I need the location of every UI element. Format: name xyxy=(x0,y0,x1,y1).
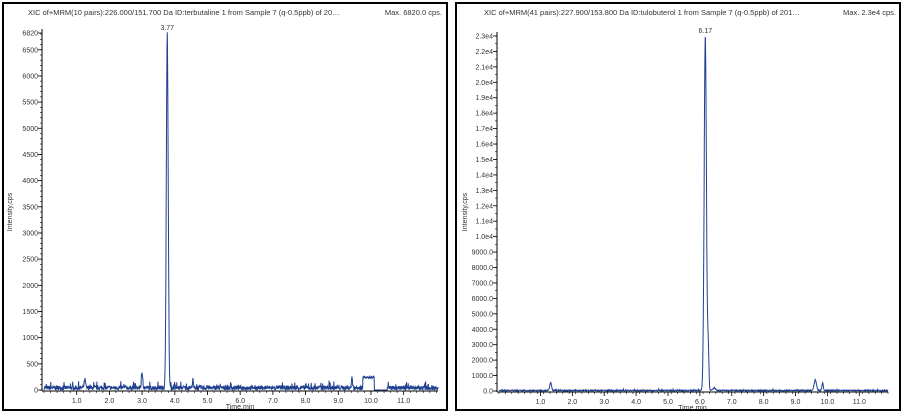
y-tick-label: 3500 xyxy=(22,204,38,211)
y-tick-label: 6000 xyxy=(22,73,38,80)
y-tick-label: 4500 xyxy=(22,152,38,159)
y-axis-label: Intensity,cps xyxy=(7,192,14,231)
y-tick-label: 0 xyxy=(34,388,38,395)
peak-retention-label: 3.77 xyxy=(160,25,174,32)
x-tick-label: 5.0 xyxy=(203,398,213,405)
y-tick-label: 6820 xyxy=(22,31,38,38)
chart-title: XIC of+MRM(10 pairs):226.000/151.700 Da … xyxy=(28,8,340,17)
y-tick-label: 4000 xyxy=(22,178,38,185)
y-tick-label: 5000 xyxy=(22,126,38,133)
x-tick-label: 8.0 xyxy=(301,398,311,405)
x-tick-label: 4.0 xyxy=(170,398,180,405)
y-tick-label: 5500 xyxy=(22,100,38,107)
chromatogram-trace xyxy=(43,32,439,392)
panel-frame xyxy=(2,2,448,411)
x-tick-label: 1.0 xyxy=(72,398,82,405)
x-axis-label: Time,min xyxy=(226,404,255,411)
x-tick-label: 9.0 xyxy=(333,398,343,405)
x-tick-label: 11.0 xyxy=(397,398,410,405)
x-tick-label: 10.0 xyxy=(364,398,378,405)
y-tick-label: 6500 xyxy=(22,47,38,54)
x-tick-label: 2.0 xyxy=(105,398,115,405)
max-intensity-label: Max. 6820.0 cps. xyxy=(385,8,442,17)
y-tick-label: 2500 xyxy=(22,257,38,264)
y-tick-label: 1000 xyxy=(22,335,38,342)
y-tick-label: 2000 xyxy=(22,283,38,290)
x-tick-label: 3.0 xyxy=(137,398,147,405)
x-tick-label: 7.0 xyxy=(268,398,278,405)
y-tick-label: 1500 xyxy=(22,309,38,316)
x-tick-label: 6.0 xyxy=(235,398,245,405)
y-tick-label: 3000 xyxy=(22,230,38,237)
y-tick-label: 500 xyxy=(26,361,38,368)
